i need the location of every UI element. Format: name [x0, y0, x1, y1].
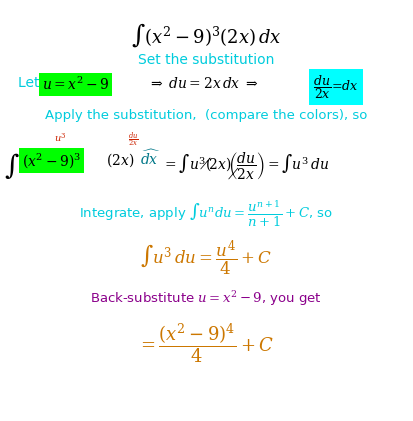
Text: Back-substitute $u = x^2-9$, you get: Back-substitute $u = x^2-9$, you get [90, 289, 322, 308]
Text: $\widehat{dx}$: $\widehat{dx}$ [140, 149, 161, 168]
Text: $(x^2-9)^3$: $(x^2-9)^3$ [22, 151, 81, 170]
Text: Integrate, apply $\int u^n du = \dfrac{u^{n+1}}{n+1}+C$, so: Integrate, apply $\int u^n du = \dfrac{u… [79, 199, 333, 229]
Text: $\int$: $\int$ [4, 151, 20, 181]
Text: $\frac{du}{2x}$: $\frac{du}{2x}$ [128, 131, 138, 150]
Text: $\Rightarrow\; du = 2x\,dx \;\Rightarrow$: $\Rightarrow\; du = 2x\,dx \;\Rightarrow… [148, 76, 258, 91]
Text: $\dfrac{du}{2x}\!=\!dx$: $\dfrac{du}{2x}\!=\!dx$ [313, 73, 359, 101]
Text: $\int (x^2-9)^3(2x)\,dx$: $\int (x^2-9)^3(2x)\,dx$ [131, 21, 281, 49]
Text: $u^3$: $u^3$ [54, 131, 66, 144]
Text: Set the substitution: Set the substitution [138, 53, 274, 67]
Text: Let: Let [18, 76, 44, 90]
Text: $\int u^3\,du = \dfrac{u^4}{4}+C$: $\int u^3\,du = \dfrac{u^4}{4}+C$ [140, 239, 272, 278]
Text: $=\dfrac{(x^2-9)^4}{4}+C$: $=\dfrac{(x^2-9)^4}{4}+C$ [138, 321, 275, 365]
Text: Apply the substitution,  (compare the colors), so: Apply the substitution, (compare the col… [45, 109, 367, 122]
Text: $= \int u^3(\not\!2x)\!\left(\dfrac{du}{\not\!2x}\right) = \int u^3\,du$: $= \int u^3(\not\!2x)\!\left(\dfrac{du}{… [162, 151, 329, 182]
Text: $u=x^2-9$: $u=x^2-9$ [42, 76, 109, 93]
Text: $(2x)$: $(2x)$ [106, 151, 134, 169]
